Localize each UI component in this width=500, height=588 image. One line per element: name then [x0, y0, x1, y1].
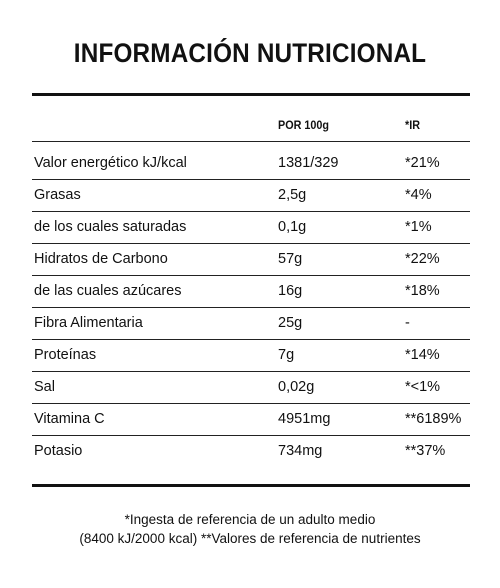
- column-header-ir: *IR: [405, 118, 421, 132]
- nutrition-title: INFORMACIÓN NUTRICIONAL: [73, 38, 427, 68]
- row-divider: [32, 179, 470, 180]
- column-header-per-100g: POR 100g: [278, 118, 330, 132]
- row-divider: [32, 435, 470, 436]
- nutrient-reference-intake: *14%: [405, 347, 440, 363]
- nutrient-reference-intake: **37%: [405, 443, 446, 459]
- table-row: Vitamina C 4951mg **6189%: [32, 404, 470, 436]
- title-divider: [32, 93, 470, 96]
- table-row: de los cuales saturadas 0,1g *1%: [32, 212, 470, 244]
- nutrient-reference-intake: *18%: [405, 283, 440, 299]
- footnote-nutrient-reference: (8400 kJ/2000 kcal) **Valores de referen…: [79, 531, 421, 546]
- nutrient-name: Valor energético kJ/kcal: [34, 155, 187, 171]
- row-divider: [32, 275, 470, 276]
- nutrient-value-per-100g: 734mg: [278, 443, 323, 459]
- nutrient-name: Grasas: [34, 187, 81, 203]
- footer-divider: [32, 484, 470, 487]
- nutrient-name: Sal: [34, 379, 55, 395]
- nutrient-reference-intake: *1%: [405, 219, 432, 235]
- nutrient-reference-intake: *<1%: [405, 379, 441, 395]
- nutrient-name: Vitamina C: [34, 411, 105, 427]
- header-divider: [32, 141, 470, 142]
- row-divider: [32, 307, 470, 308]
- nutrient-value-per-100g: 2,5g: [278, 187, 307, 203]
- nutrient-name: Proteínas: [34, 347, 97, 363]
- nutrient-value-per-100g: 57g: [278, 251, 303, 267]
- table-row: Valor energético kJ/kcal 1381/329 *21%: [32, 148, 470, 180]
- nutrient-reference-intake: *4%: [405, 187, 432, 203]
- row-divider: [32, 339, 470, 340]
- nutrient-name: Fibra Alimentaria: [34, 315, 143, 331]
- nutrient-name: de los cuales saturadas: [34, 219, 187, 235]
- nutrient-value-per-100g: 1381/329: [278, 155, 339, 171]
- nutrient-value-per-100g: 0,1g: [278, 219, 307, 235]
- row-divider: [32, 403, 470, 404]
- nutrient-name: Potasio: [34, 443, 83, 459]
- nutrient-value-per-100g: 16g: [278, 283, 303, 299]
- row-divider: [32, 211, 470, 212]
- nutrient-name: Hidratos de Carbono: [34, 251, 168, 267]
- table-row: de las cuales azúcares 16g *18%: [32, 276, 470, 308]
- row-divider: [32, 243, 470, 244]
- nutrient-value-per-100g: 7g: [278, 347, 295, 363]
- table-row: Proteínas 7g *14%: [32, 340, 470, 372]
- nutrient-reference-intake: **6189%: [405, 411, 462, 427]
- row-divider: [32, 371, 470, 372]
- table-row: Hidratos de Carbono 57g *22%: [32, 244, 470, 276]
- table-row: Fibra Alimentaria 25g -: [32, 308, 470, 340]
- nutrient-value-per-100g: 25g: [278, 315, 303, 331]
- table-row: Sal 0,02g *<1%: [32, 372, 470, 404]
- nutrient-value-per-100g: 4951mg: [278, 411, 331, 427]
- nutrient-reference-intake: -: [405, 315, 410, 331]
- nutrient-reference-intake: *21%: [405, 155, 440, 171]
- table-row: Potasio 734mg **37%: [32, 436, 470, 468]
- table-row: Grasas 2,5g *4%: [32, 180, 470, 212]
- nutrient-value-per-100g: 0,02g: [278, 379, 315, 395]
- nutrient-name: de las cuales azúcares: [34, 283, 182, 299]
- nutrient-reference-intake: *22%: [405, 251, 440, 267]
- footnote-reference-intake: *Ingesta de referencia de un adulto medi…: [124, 512, 376, 527]
